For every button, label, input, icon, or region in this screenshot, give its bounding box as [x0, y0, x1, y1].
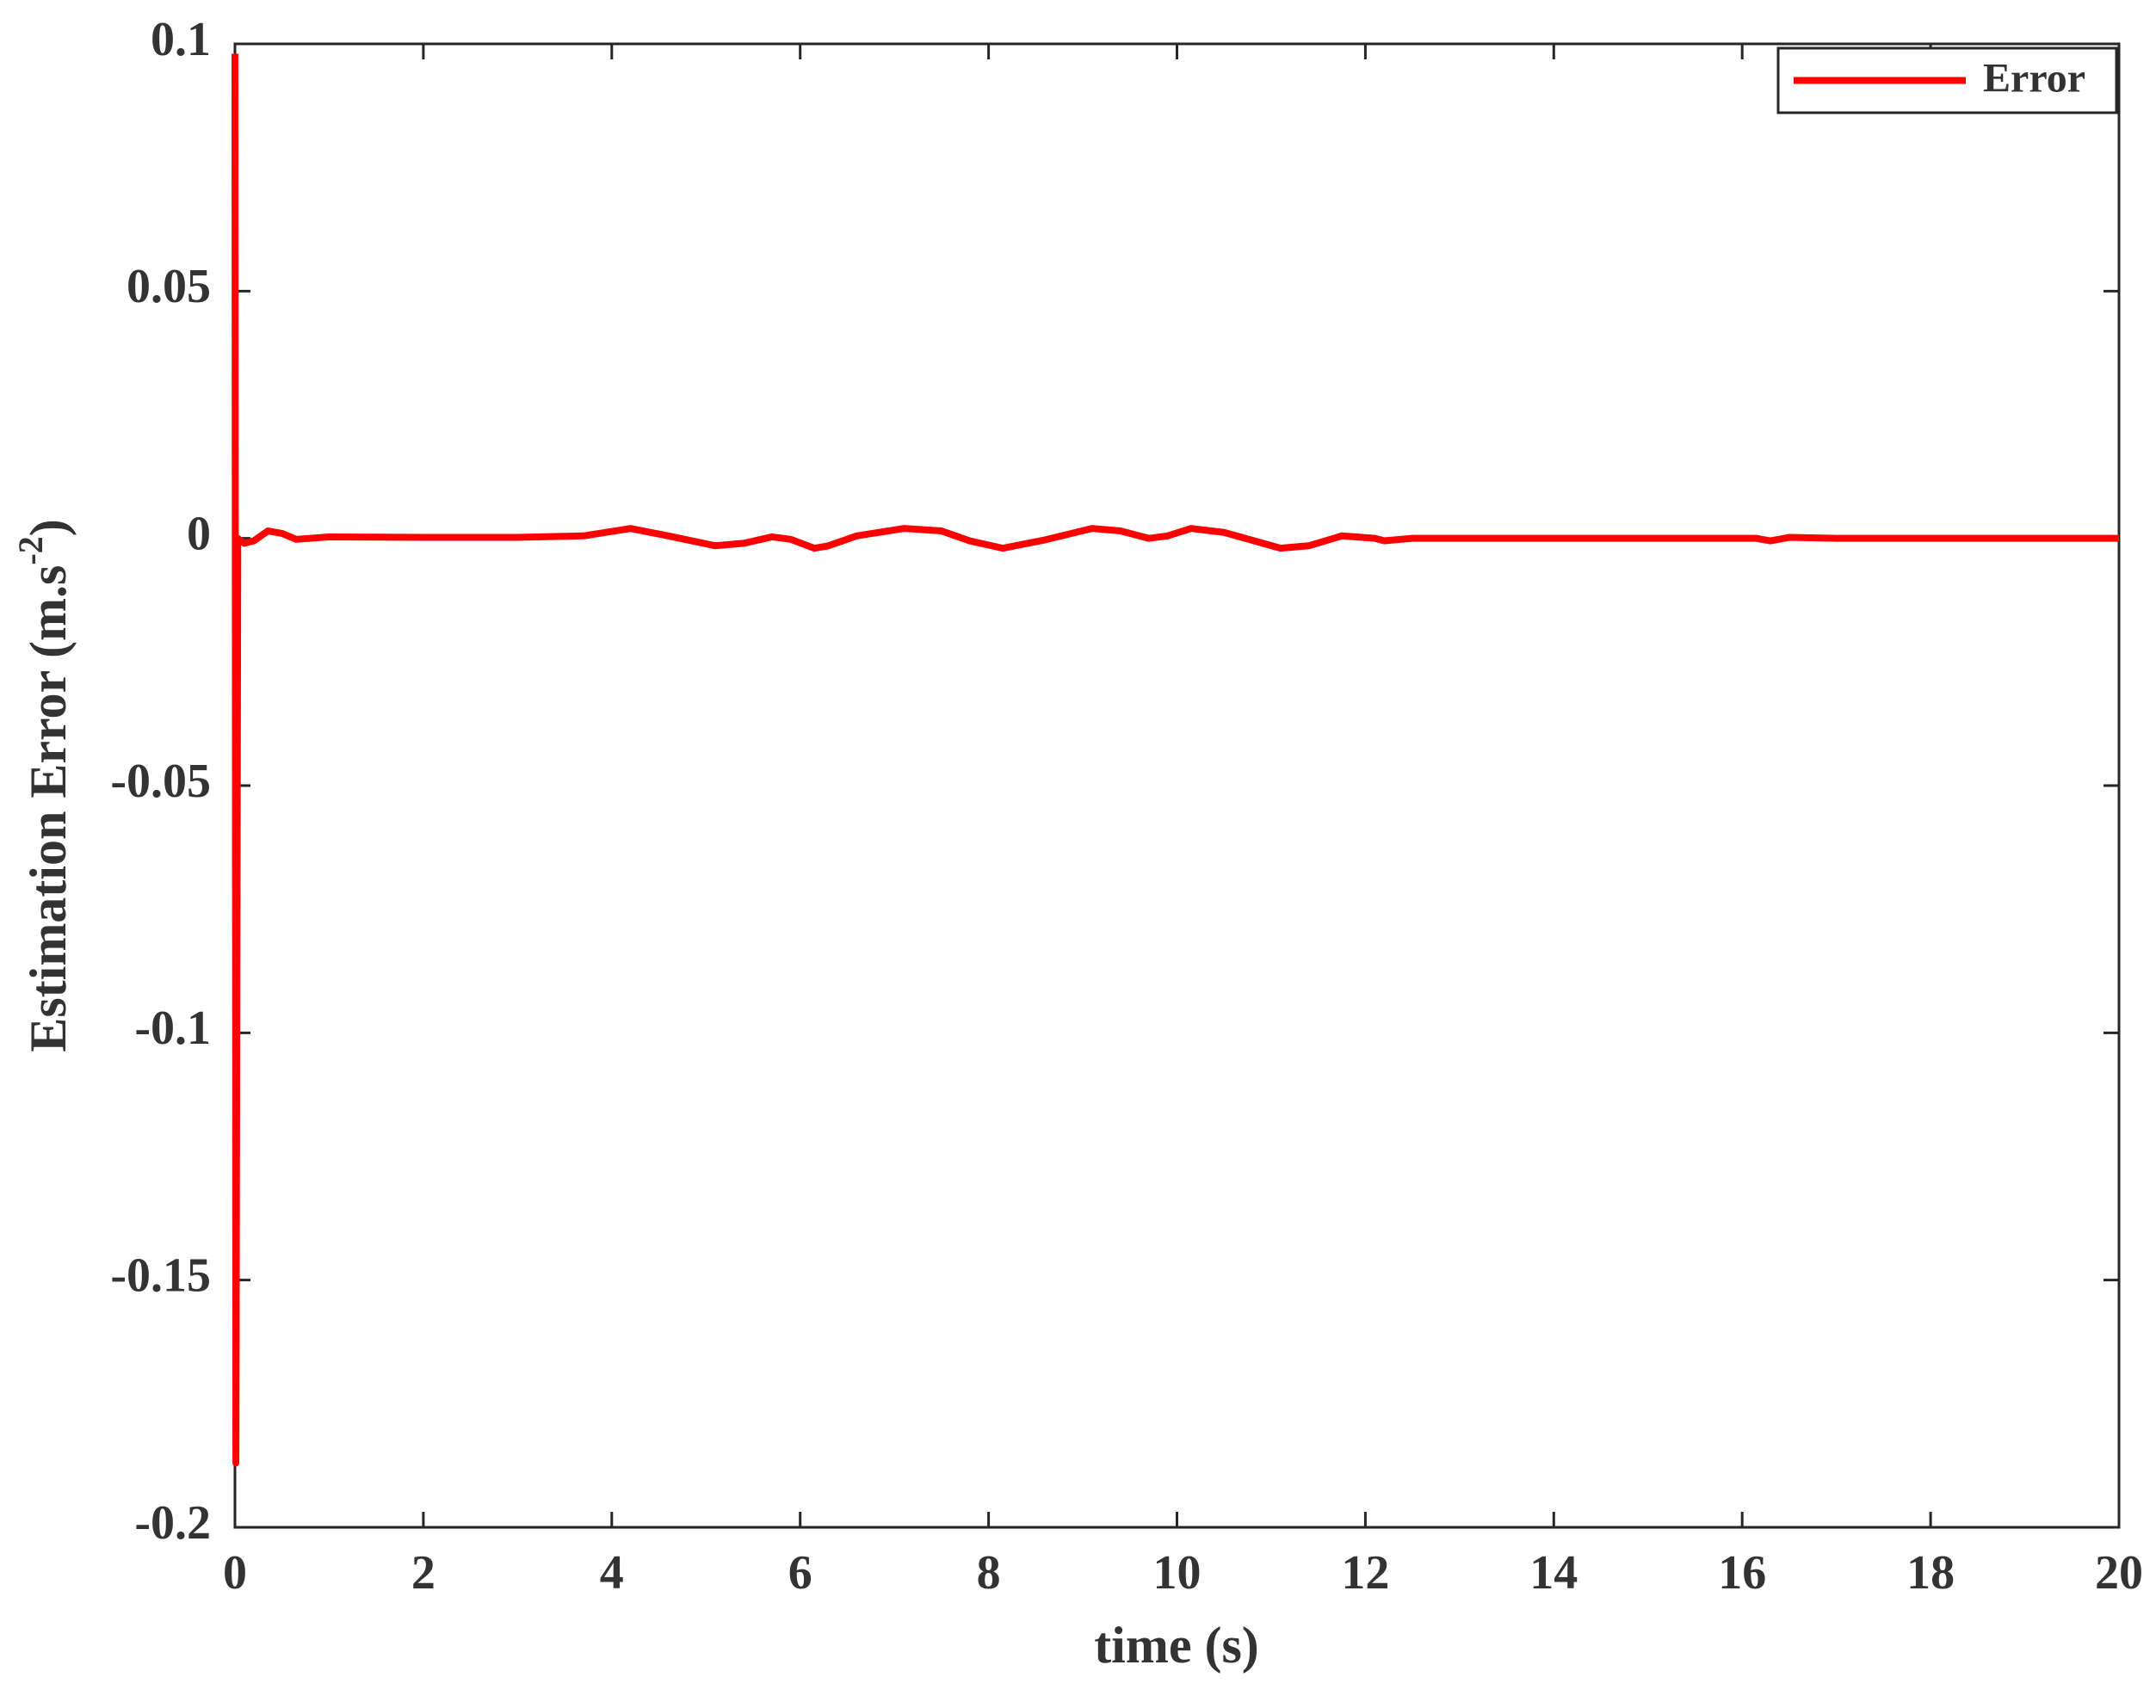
data-line: [232, 53, 2119, 1467]
y-tick-label: 0.1: [151, 13, 211, 66]
y-tick-label: -0.2: [134, 1496, 211, 1550]
x-axis-label: time (s): [1094, 1617, 1259, 1674]
y-tick-label: 0: [187, 508, 211, 561]
x-tick-label: 8: [977, 1546, 1001, 1600]
x-tick-label: 0: [223, 1546, 247, 1600]
y-tick-label: -0.05: [110, 755, 211, 808]
x-tick-label: 6: [788, 1546, 812, 1600]
y-tick-label: -0.15: [110, 1249, 211, 1303]
x-tick-label: 20: [2095, 1546, 2143, 1600]
x-tick-label: 4: [600, 1546, 624, 1600]
y-axis-label-suffix: ): [20, 519, 77, 536]
y-axis-label-superscript: -2: [11, 536, 50, 564]
x-tick-label: 2: [411, 1546, 436, 1600]
y-tick-label: 0.05: [127, 260, 211, 313]
y-axis-label-text: Estimation Error (m.s: [20, 565, 77, 1052]
x-tick-label: 18: [1906, 1546, 1955, 1600]
plot-frame: [233, 42, 2121, 1529]
legend-label: Error: [1983, 56, 2085, 102]
x-tick-label: 14: [1529, 1546, 1578, 1600]
y-tick-label: -0.1: [134, 1002, 211, 1055]
x-tick-label: 12: [1341, 1546, 1389, 1600]
x-tick-label: 16: [1718, 1546, 1766, 1600]
x-tick-label: 10: [1153, 1546, 1202, 1600]
y-axis-label: Estimation Error (m.s-2): [11, 519, 77, 1051]
